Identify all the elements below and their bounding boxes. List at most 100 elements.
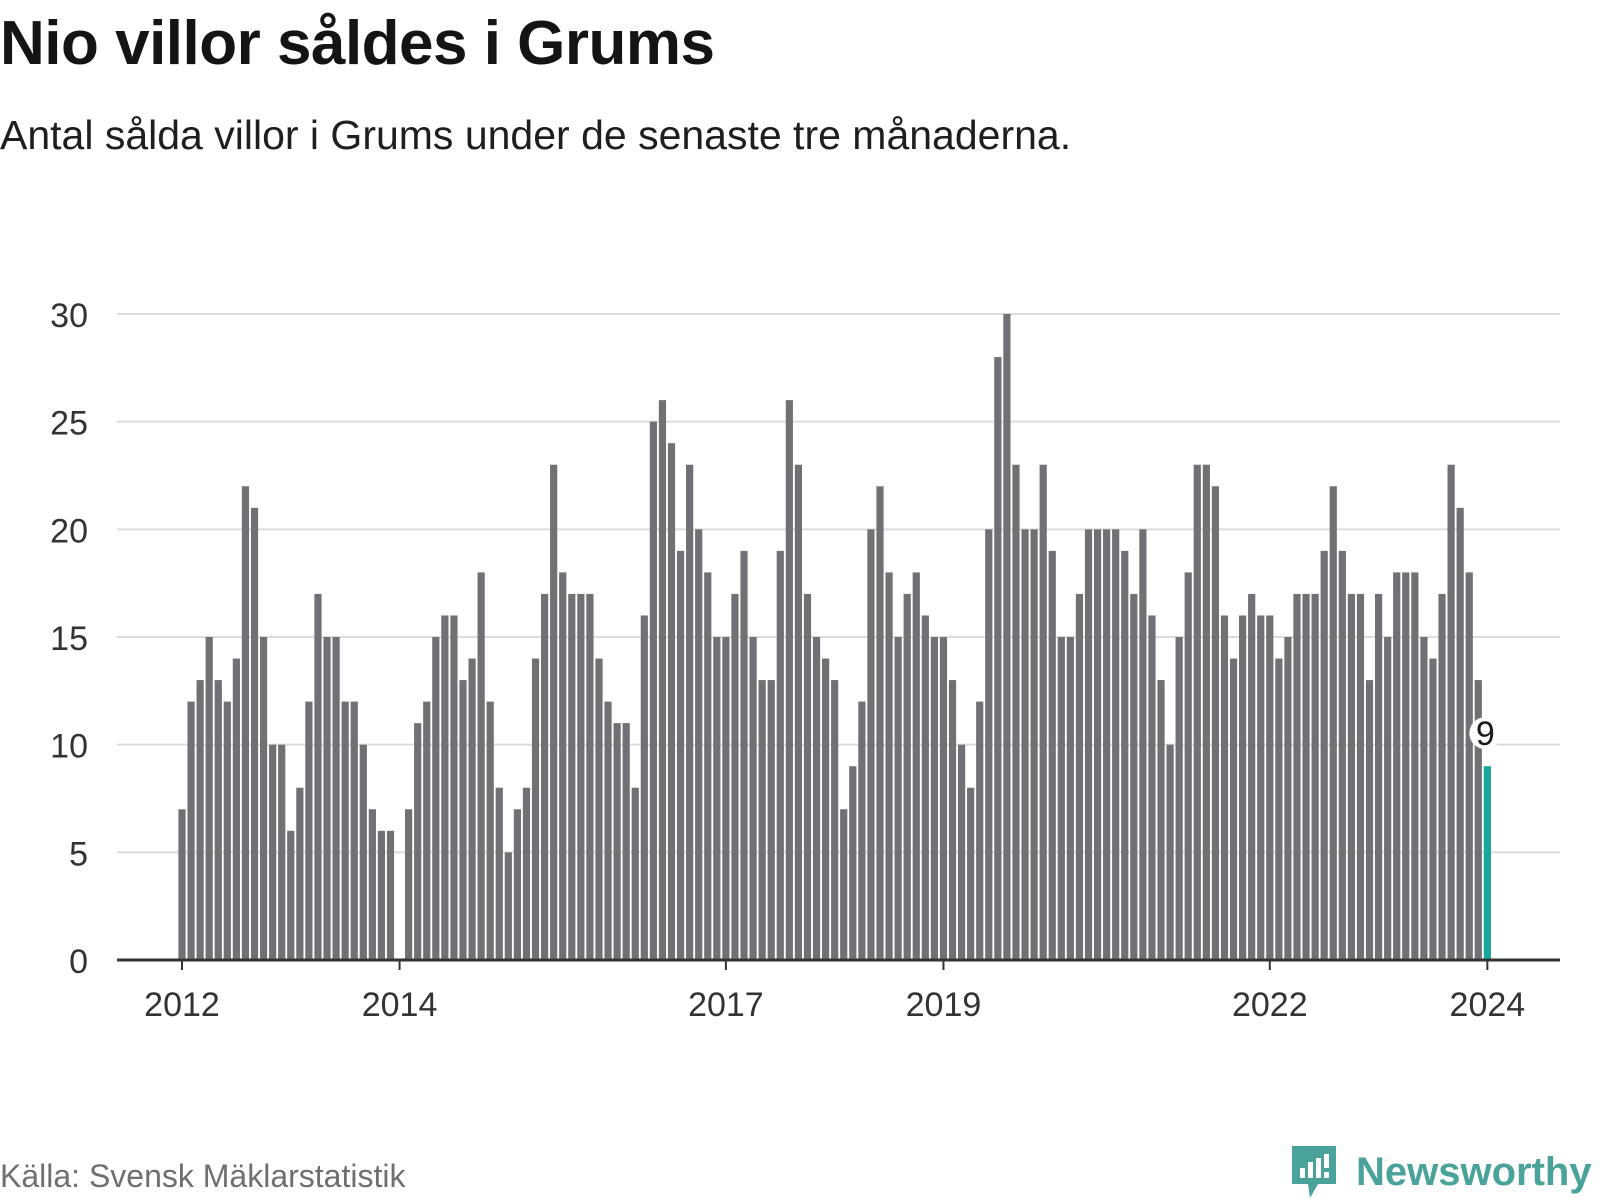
bar (1003, 314, 1011, 960)
y-tick-label: 15 (50, 620, 88, 658)
bar (1139, 529, 1147, 960)
y-tick-label: 20 (50, 512, 88, 550)
bar (1166, 744, 1174, 960)
y-tick-label: 0 (69, 943, 88, 981)
bar (287, 830, 295, 960)
bar (722, 637, 730, 960)
bar (1329, 486, 1337, 960)
bar (1320, 550, 1328, 960)
bar (858, 701, 866, 960)
bar (1057, 637, 1065, 960)
bar (332, 637, 340, 960)
bar (1112, 529, 1120, 960)
bar-chart: 0 5 10 15 20 25 30 2012 2014 2017 2019 2022 2024 9 (50, 297, 1560, 1024)
bars (178, 314, 1491, 960)
bar (903, 593, 911, 960)
bar (1121, 550, 1129, 960)
bar (187, 701, 195, 960)
bar (1084, 529, 1093, 960)
bar (667, 443, 676, 960)
bar (994, 357, 1002, 960)
bar (1384, 637, 1392, 960)
bar (695, 529, 703, 960)
bar (1012, 464, 1020, 960)
bar (1284, 637, 1292, 960)
bar (522, 787, 531, 960)
bar (822, 658, 830, 960)
bar (921, 615, 929, 960)
bar (1039, 464, 1047, 960)
bar (948, 680, 957, 960)
bar (269, 744, 277, 960)
bar (867, 529, 875, 960)
bar (1211, 486, 1220, 960)
bar (513, 809, 521, 960)
bar (1474, 680, 1482, 960)
bar (1030, 529, 1038, 960)
bar (1066, 637, 1074, 960)
bar (1356, 593, 1365, 960)
bar (531, 658, 540, 960)
bar (1420, 637, 1428, 960)
bar (686, 464, 694, 960)
bar (1347, 593, 1355, 960)
source-note: Källa: Svensk Mäklarstatistik (0, 1158, 406, 1194)
bar (640, 615, 648, 960)
bar (1048, 550, 1056, 960)
bar (1239, 615, 1247, 960)
bar (1103, 529, 1111, 960)
bar (350, 701, 358, 960)
bar (758, 680, 766, 960)
newsworthy-logo[interactable]: Newsworthy (1288, 1142, 1592, 1202)
bar (205, 637, 213, 960)
bar (359, 744, 367, 960)
bar (577, 593, 585, 960)
newsworthy-logo-text: Newsworthy (1356, 1149, 1592, 1194)
bar (1438, 593, 1446, 960)
bar (1229, 658, 1238, 960)
bar (649, 421, 657, 960)
bar (957, 744, 966, 960)
bar (1148, 615, 1156, 960)
bar (504, 852, 512, 960)
bar (223, 701, 231, 960)
bar (785, 400, 793, 960)
chart-subtitle: Antal sålda villor i Grums under de sena… (0, 112, 1072, 158)
bar (885, 572, 893, 960)
bar (486, 701, 494, 960)
highlight-callout: 9 (1469, 715, 1502, 753)
bar (912, 572, 920, 960)
bar (776, 550, 784, 960)
bar (1429, 658, 1437, 960)
bar (731, 593, 739, 960)
bar (849, 766, 857, 960)
bar (441, 615, 449, 960)
bar (840, 809, 848, 960)
x-tick-label: 2012 (144, 986, 220, 1024)
bar (1393, 572, 1401, 960)
bar (586, 593, 594, 960)
bar (930, 637, 938, 960)
bar (232, 658, 240, 960)
bar (1293, 593, 1301, 960)
bar (1220, 615, 1229, 960)
bar (803, 593, 812, 960)
bar (386, 830, 395, 960)
bar (1184, 572, 1192, 960)
bar (713, 637, 721, 960)
bar (559, 572, 567, 960)
bar (631, 787, 639, 960)
bar (459, 680, 467, 960)
bar (812, 637, 821, 960)
bar (296, 787, 304, 960)
y-tick-label: 30 (50, 297, 88, 335)
bar (1465, 572, 1473, 960)
bar (368, 809, 376, 960)
bar (1411, 572, 1419, 960)
bar (1130, 593, 1138, 960)
x-tick-label: 2014 (362, 986, 438, 1024)
bar (1175, 637, 1183, 960)
y-tick-label: 5 (69, 835, 88, 873)
y-axis-ticks: 0 5 10 15 20 25 30 (50, 297, 88, 981)
bar (595, 658, 603, 960)
